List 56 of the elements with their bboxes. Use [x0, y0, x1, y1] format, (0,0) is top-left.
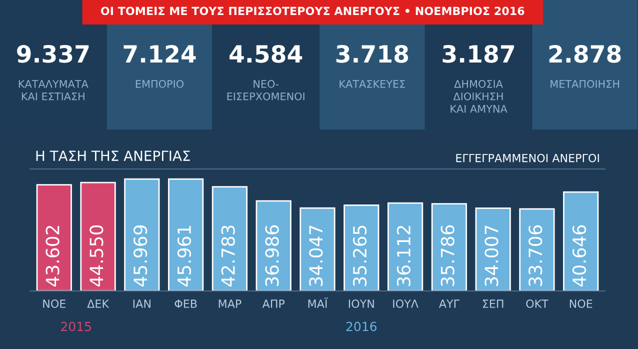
data-label: 35.265	[352, 226, 367, 286]
data-label: 34.047	[309, 226, 323, 286]
data-label: 36.112	[396, 226, 411, 286]
bar	[80, 182, 116, 291]
category-label: ΝΕΟ- ΕΙΣΕΡΧΟΜΕΝΟΙ	[227, 80, 304, 100]
text: 9.337	[17, 44, 89, 63]
x-tick-label: ΙΑΝ	[133, 300, 150, 308]
text: 2015	[61, 322, 91, 332]
bar	[212, 186, 248, 291]
chart-subtitle: ΕΓΓΕΓΡΑΜΜΕΝΟΙ ΑΝΕΡΓΟΙ	[456, 154, 599, 162]
x-tick-label: ΑΥΓ	[438, 300, 460, 308]
x-tick-label: ΝΟΕ	[570, 300, 592, 308]
data-label: 35.786	[440, 225, 454, 286]
category-label: ΕΜΠΟΡΙΟ	[136, 80, 184, 88]
bar	[300, 207, 336, 291]
data-label: 42.783	[221, 226, 235, 286]
data-label: 45.969	[134, 225, 148, 286]
data-label: 40.646	[572, 225, 586, 286]
x-tick-label: ΦΕΒ	[174, 300, 197, 308]
x-tick-label: ΣΕΠ	[482, 300, 504, 308]
category-label: ΔΗΜΟΣΙΑ ΔΙΟΙΚΗΣΗ ΚΑΙ ΑΜΥΝΑ	[450, 80, 508, 113]
x-tick-label: ΙΟΥΝ	[348, 300, 374, 308]
data-label: 45.961	[177, 226, 192, 286]
bar	[431, 203, 467, 291]
x-tick-label: ΙΟΥΛ	[393, 300, 418, 308]
x-tick-label: ΜΑΪ	[308, 298, 328, 308]
data-label: 43.602	[46, 226, 60, 286]
x-tick-label: ΔΕΚ	[87, 300, 110, 308]
bar	[387, 202, 424, 291]
chart-title: Η ΤΑΣΗ ΤΗΣ ΑΝΕΡΓΙΑΣ	[36, 150, 190, 161]
category-label: ΚΑΤΑΛΥΜΑΤΑ ΚΑΙ ΕΣΤΙΑΣΗ	[18, 80, 88, 100]
text: ΟΙ ΤΟΜΕΙΣ ΜΕ ΤΟΥΣ ΠΕΡΙΣΣΟΤΕΡΟΥΣ ΑΝΕΡΓΟΥΣ • ΝΟΕΜΒΡΙΟΣ 2016	[100, 6, 524, 16]
x-tick-label: ΜΑΡ	[218, 300, 242, 308]
category-label: ΚΑΤΑΣΚΕΥΕΣ	[340, 80, 405, 88]
data-label: 33.706	[528, 225, 542, 286]
text: 7.124	[124, 44, 196, 63]
x-tick-label: ΝΟΕ	[43, 300, 66, 308]
bar	[344, 204, 380, 291]
x-tick-label: ΑΠΡ	[262, 300, 285, 308]
x-tick-label: ΟΚΤ	[526, 300, 548, 308]
data-label: 36.986	[265, 225, 279, 286]
text: 2.878	[549, 44, 621, 63]
bar	[36, 184, 72, 291]
bar	[475, 208, 511, 291]
text: 3.718	[336, 44, 408, 63]
text: 2016	[346, 322, 377, 332]
bar	[519, 208, 555, 291]
data-label: 34.007	[484, 226, 498, 286]
text: 3.187	[442, 44, 514, 63]
text: 4.584	[230, 44, 302, 63]
category-label: ΜΕΤΑΠΟΙΗΣΗ	[550, 80, 620, 88]
bar	[124, 178, 160, 291]
bar	[168, 178, 204, 291]
bar	[256, 200, 292, 291]
data-label: 44.550	[90, 225, 104, 286]
bar	[563, 191, 599, 291]
